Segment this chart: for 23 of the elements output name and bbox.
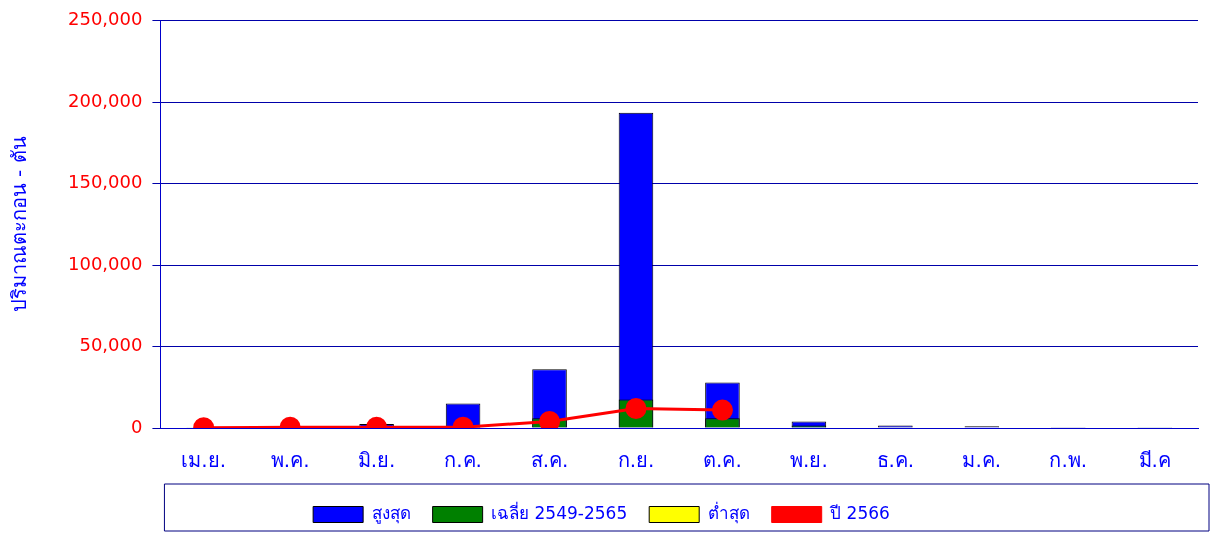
y-axis-title: ปริมาณตะกอน - ตัน — [7, 136, 32, 313]
y-tick-label: 150,000 — [68, 171, 143, 193]
legend-label: เฉลี่ย 2549-2565 — [491, 500, 628, 523]
x-tick-label: ม.ค. — [962, 448, 1002, 473]
x-tick-label: มิ.ย. — [357, 448, 396, 473]
legend-label: สูงสุด — [371, 502, 411, 524]
y-tick-label: 250,000 — [68, 8, 143, 30]
x-tick-label: มี.ค — [1138, 448, 1171, 473]
x-tick-label: พ.ค. — [270, 448, 310, 473]
x-tick-label: ต.ค. — [703, 448, 742, 473]
y-tick-label: 100,000 — [68, 252, 143, 274]
y-tick-label: 50,000 — [79, 334, 143, 356]
y-tick-label: 0 — [130, 415, 143, 437]
x-tick-label: เม.ย. — [181, 448, 227, 473]
x-tick-label: ก.พ. — [1049, 448, 1088, 473]
x-tick-label: ก.ค. — [444, 448, 482, 473]
x-tick-label: ก.ย. — [617, 448, 655, 473]
x-tick-label: ธ.ค. — [876, 448, 915, 473]
x-tick-label: พ.ย. — [790, 448, 828, 473]
y-tick-label: 200,000 — [68, 89, 143, 111]
legend-label: ปี 2566 — [829, 502, 890, 523]
x-tick-label: ส.ค. — [530, 448, 569, 473]
legend-label: ต่ำสุด — [707, 500, 750, 524]
